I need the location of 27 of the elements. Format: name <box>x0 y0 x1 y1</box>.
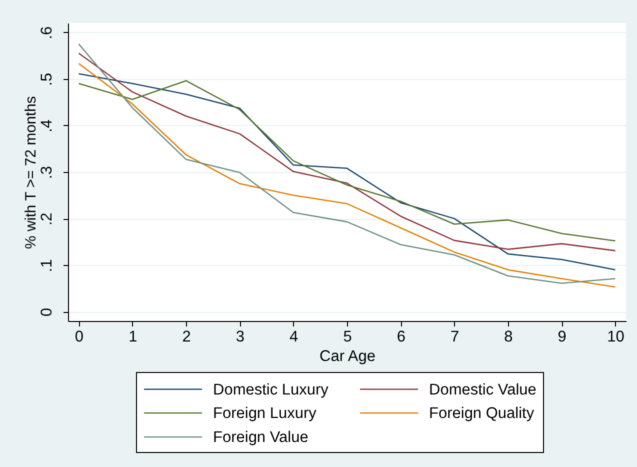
x-tick-label: 3 <box>236 328 245 346</box>
y-tick-label: .3 <box>38 166 56 179</box>
x-tick-label: 6 <box>396 328 406 346</box>
legend-label: Domestic Luxury <box>213 381 329 398</box>
x-axis-title: Car Age <box>319 348 376 365</box>
x-tick-label: 9 <box>558 328 566 346</box>
y-tick-label: .2 <box>38 212 56 226</box>
x-tick-label: 8 <box>504 328 513 346</box>
x-tick-label: 7 <box>450 328 460 346</box>
y-tick-label: 0 <box>38 308 56 316</box>
legend-label: Foreign Luxury <box>213 405 317 422</box>
legend-label: Domestic Value <box>429 381 536 398</box>
x-tick-label: 0 <box>74 328 84 346</box>
y-tick-label: .5 <box>38 72 56 86</box>
legend-label: Foreign Value <box>213 429 308 446</box>
y-axis-title: % with T >= 72 months <box>22 96 40 249</box>
x-tick-label: 4 <box>290 328 299 346</box>
y-tick-label: .6 <box>38 26 56 40</box>
y-tick-label: .4 <box>38 119 56 132</box>
line-series <box>78 52 616 252</box>
legend-label: Foreign Quality <box>429 405 534 422</box>
x-tick-label: 2 <box>182 328 191 346</box>
y-tick-label: .1 <box>38 259 56 272</box>
x-tick-label: 10 <box>607 328 625 346</box>
line-series <box>78 80 616 242</box>
x-tick-label: 1 <box>128 328 138 346</box>
x-tick-label: 5 <box>343 328 352 346</box>
